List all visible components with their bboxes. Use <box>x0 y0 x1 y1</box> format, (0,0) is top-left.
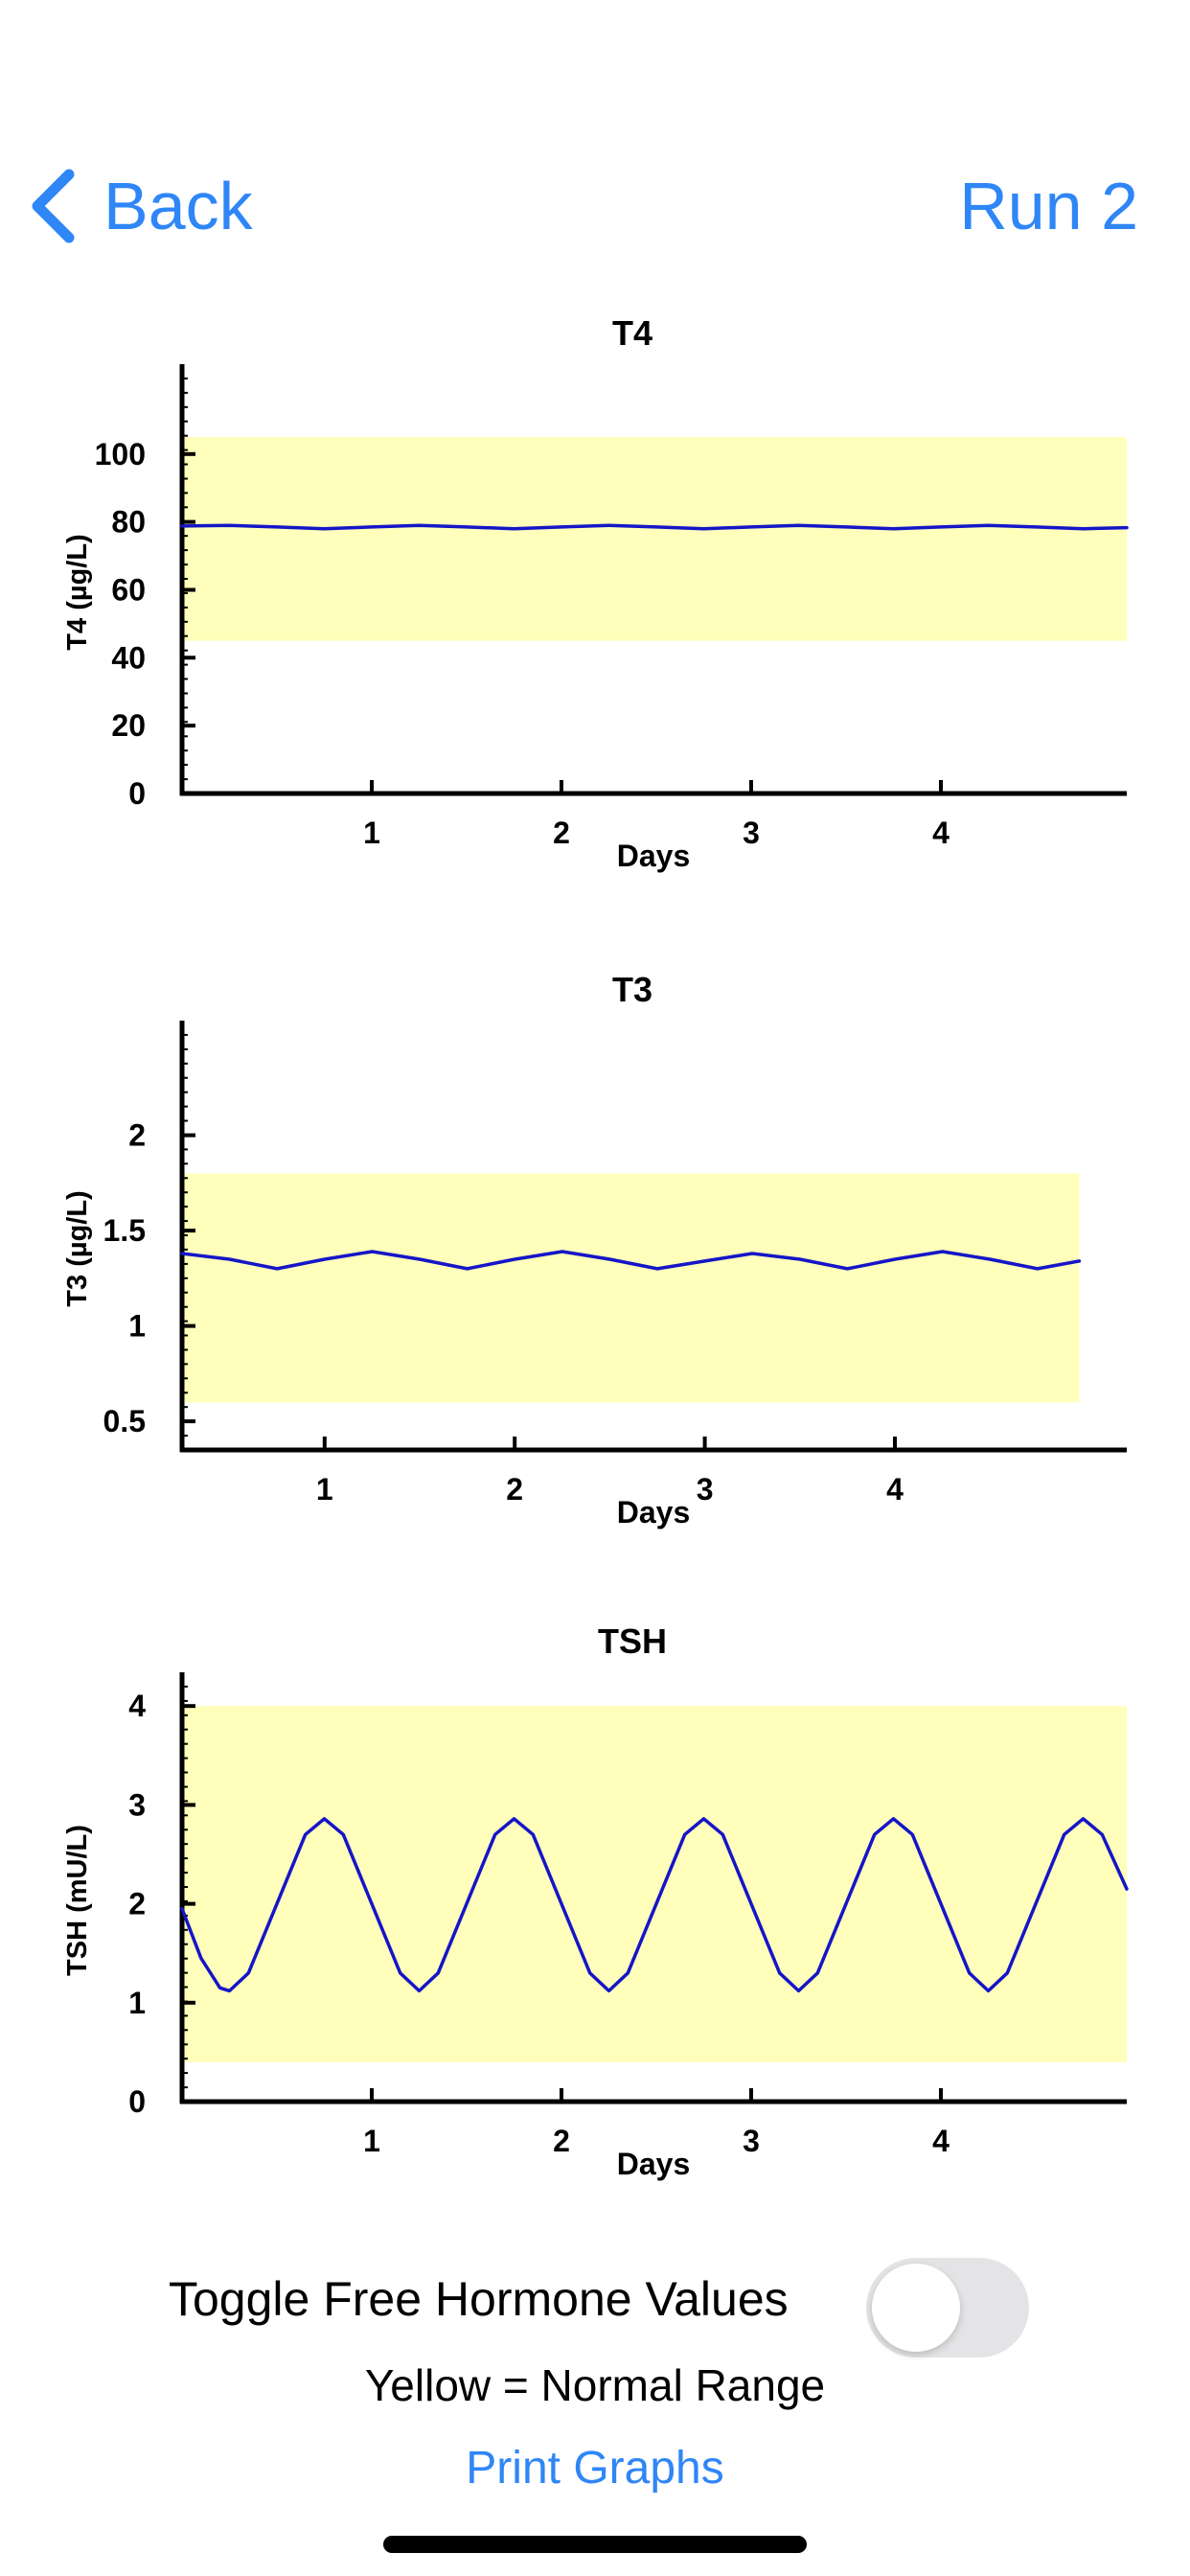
tsh-chart: 0 1 2 3 4 1 2 3 4 TSH Days TSH (mU/L) <box>62 1622 1129 2181</box>
t3-x-axis-label: Days <box>617 1495 691 1530</box>
tsh-x-tick-label: 1 <box>363 2124 380 2158</box>
t4-y-axis-label: T4 (µg/L) <box>62 534 93 650</box>
t4-x-axis-label: Days <box>617 839 691 873</box>
t3-y-tick-label: 0.5 <box>103 1404 146 1438</box>
t4-y-tick-label: 40 <box>111 640 146 675</box>
tsh-normal-range-band <box>182 1706 1127 2062</box>
t4-x-tick-label: 3 <box>743 816 760 850</box>
t4-y-tick-label: 100 <box>95 437 146 472</box>
t4-title: T4 <box>612 313 652 353</box>
tsh-x-axis-label: Days <box>617 2147 691 2181</box>
run-button[interactable]: Run 2 <box>959 169 1138 243</box>
toggle-free-hormone-label: Toggle Free Hormone Values <box>169 2272 789 2326</box>
toggle-knob <box>872 2264 960 2352</box>
legend-note: Yellow = Normal Range <box>364 2360 826 2410</box>
chevron-left-icon <box>32 169 75 243</box>
tsh-x-tick-label: 3 <box>743 2124 760 2158</box>
print-graphs-link[interactable]: Print Graphs <box>466 2443 724 2494</box>
tsh-y-tick-label: 0 <box>128 2084 146 2119</box>
tsh-y-tick-label: 2 <box>128 1887 146 1921</box>
t3-x-tick-label: 3 <box>697 1472 714 1506</box>
t3-y-axis-label: T3 (µg/L) <box>62 1190 93 1306</box>
t3-y-tick-label: 1.5 <box>103 1213 146 1248</box>
t4-chart: 0 20 40 60 80 100 1 2 3 4 T4 Days T4 (µg/L) <box>62 313 1129 873</box>
back-button[interactable]: Back <box>29 163 253 249</box>
tsh-x-tick-label: 4 <box>932 2124 950 2158</box>
t3-x-tick-label: 1 <box>316 1472 333 1506</box>
back-label: Back <box>103 169 253 243</box>
t3-series-line <box>180 1250 1082 1271</box>
tsh-y-axis-label: TSH (mU/L) <box>62 1825 93 1976</box>
t3-chart: 0.5 1 1.5 2 1 2 3 4 T3 Days T3 (µg/L) <box>62 970 1127 1530</box>
t3-y-tick-label: 1 <box>128 1309 146 1344</box>
tsh-x-tick-label: 2 <box>553 2124 570 2158</box>
t3-normal-range-band <box>182 1173 1080 1403</box>
t3-x-tick-label: 2 <box>506 1472 523 1506</box>
home-indicator <box>383 2536 807 2553</box>
free-hormone-toggle[interactable] <box>866 2258 1029 2358</box>
tsh-y-tick-label: 4 <box>128 1689 146 1723</box>
tsh-series-line <box>180 1817 1129 1993</box>
t3-x-tick-label: 4 <box>886 1472 904 1506</box>
t4-x-tick-label: 2 <box>553 816 570 850</box>
t4-y-tick-label: 60 <box>111 573 146 608</box>
t4-normal-range-band <box>182 437 1127 641</box>
t4-x-tick-label: 4 <box>932 816 950 850</box>
t4-y-tick-label: 0 <box>128 776 146 811</box>
t3-y-tick-label: 2 <box>128 1118 146 1153</box>
t4-x-tick-label: 1 <box>363 816 380 850</box>
t4-y-tick-label: 20 <box>111 708 146 743</box>
t3-title: T3 <box>612 970 652 1009</box>
t4-y-tick-label: 80 <box>111 505 146 540</box>
tsh-y-tick-label: 1 <box>128 1986 146 2020</box>
tsh-y-tick-label: 3 <box>128 1787 146 1822</box>
tsh-title: TSH <box>598 1622 667 1661</box>
t4-series-line <box>180 523 1129 531</box>
